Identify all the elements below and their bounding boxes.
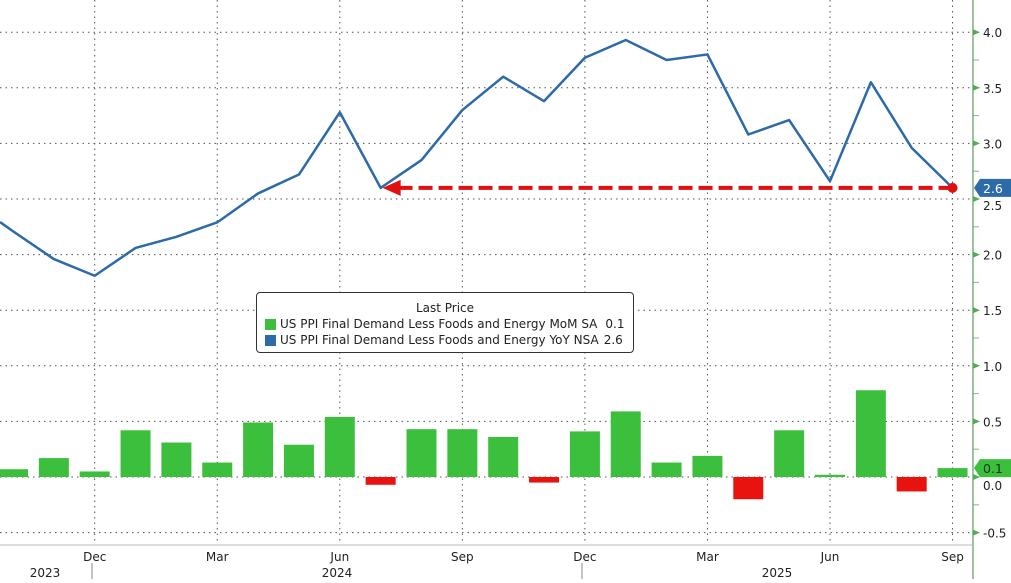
bar (365, 477, 396, 485)
y-tick-arrow (973, 29, 980, 36)
bar (488, 436, 519, 477)
legend-swatch-blue (265, 334, 276, 346)
legend-value: 0.1 (605, 317, 625, 331)
y-tick-label: 2.0 (983, 249, 1002, 263)
last-value-tag-mom: 0.1 (983, 461, 1003, 476)
y-tick-arrow (973, 196, 980, 202)
bar (896, 477, 927, 492)
last-value-tag-mom-bg (974, 459, 1011, 478)
bar (569, 431, 600, 477)
bar (774, 430, 805, 477)
bar (815, 474, 845, 477)
y-tick-arrow (973, 84, 980, 91)
bar (202, 462, 233, 477)
y-tick-label: 0.5 (983, 415, 1002, 429)
bar (651, 462, 682, 477)
x-month-label: Mar (696, 550, 719, 564)
y-tick-label: 3.5 (983, 82, 1002, 96)
legend-value: 2.6 (603, 333, 623, 347)
x-month-label: Mar (206, 550, 229, 564)
bar (38, 458, 69, 477)
y-tick-arrow (973, 140, 980, 147)
x-year-label: 2023 (30, 566, 61, 579)
last-value-tag-yoy: 2.6 (983, 181, 1003, 196)
x-month-label: Sep (941, 550, 964, 564)
bar (447, 429, 478, 477)
y-tick-arrow (973, 362, 980, 369)
bar (120, 430, 151, 477)
yoy-line (0, 38, 954, 277)
bar (610, 411, 641, 477)
legend-label: US PPI Final Demand Less Foods and Energ… (280, 333, 599, 347)
y-tick-label: -0.5 (983, 527, 1006, 541)
y-tick-arrow (973, 307, 980, 314)
bar (243, 422, 274, 477)
y-tick-arrow (973, 251, 980, 258)
legend-title: Last Price (415, 301, 475, 315)
y-tick-label: 2.5 (983, 199, 1002, 213)
legend-swatch-green (265, 318, 276, 330)
x-month-label: Jun (329, 550, 349, 564)
x-month-label: Dec (83, 550, 106, 564)
bar (406, 429, 437, 477)
bar (324, 416, 355, 477)
y-tick-label: 3.0 (983, 137, 1002, 151)
annotation-arrowhead (382, 179, 401, 196)
x-year-label: 2025 (762, 566, 793, 579)
legend-label: US PPI Final Demand Less Foods and Energ… (280, 317, 598, 331)
bar (283, 444, 314, 477)
annotation-dot (947, 182, 958, 193)
y-tick-label: 1.0 (983, 360, 1002, 374)
legend: Last Price US PPI Final Demand Less Food… (256, 292, 634, 353)
y-tick-label: 1.5 (983, 304, 1002, 318)
y-tick-label: 0.0 (983, 479, 1002, 493)
x-month-label: Dec (573, 550, 596, 564)
bar (692, 455, 723, 477)
y-tick-label: 4.0 (983, 26, 1002, 40)
y-tick-arrow (973, 529, 980, 536)
bar (161, 442, 192, 477)
legend-entry-mom: US PPI Final Demand Less Foods and Energ… (265, 316, 625, 332)
bar (0, 469, 28, 477)
x-month-label: Sep (451, 550, 474, 564)
bar (937, 468, 968, 477)
x-year-label: 2024 (322, 566, 353, 579)
y-tick-arrow (973, 474, 980, 480)
legend-entry-yoy: US PPI Final Demand Less Foods and Energ… (265, 332, 625, 348)
bar (529, 477, 560, 483)
last-value-tag-yoy-bg (974, 178, 1011, 197)
bar (855, 390, 886, 477)
y-tick-arrow (973, 418, 980, 425)
x-month-label: Jun (820, 550, 840, 564)
bar (79, 471, 110, 477)
bar (733, 477, 764, 500)
